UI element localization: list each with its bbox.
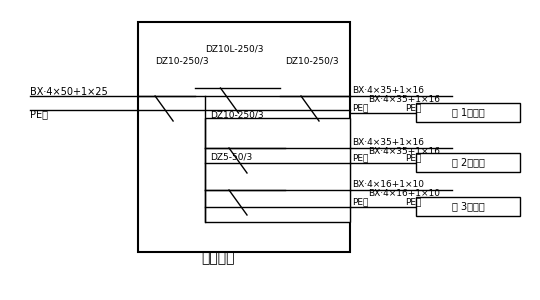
Text: PE线: PE线 [405,197,421,206]
Text: PE线: PE线 [30,109,48,119]
Text: BX·4×16+1×10: BX·4×16+1×10 [352,180,424,189]
Text: DZ10-250/3: DZ10-250/3 [285,57,339,66]
Text: BX·4×35+1×16: BX·4×35+1×16 [368,147,440,156]
Text: BX·4×35+1×16: BX·4×35+1×16 [352,138,424,147]
Bar [416,153,520,172]
Text: BX·4×35+1×16: BX·4×35+1×16 [368,95,440,104]
Text: DZ5-50/3: DZ5-50/3 [210,153,252,162]
Bar [205,118,350,222]
Text: DZ10-250/3: DZ10-250/3 [155,57,208,66]
Text: 总配电笱: 总配电笱 [201,251,235,265]
Text: 至 1号分笱: 至 1号分笱 [451,107,484,118]
Text: 至 2号分笱: 至 2号分笱 [451,158,484,167]
Text: PE线: PE线 [352,197,368,206]
Bar [416,197,520,216]
Text: DZ10-250/3: DZ10-250/3 [210,111,264,120]
Bar [416,103,520,122]
Text: 至 3号分笱: 至 3号分笱 [451,202,484,212]
Text: BX·4×35+1×16: BX·4×35+1×16 [352,86,424,95]
Text: BX·4×50+1×25: BX·4×50+1×25 [30,87,108,97]
Text: BX·4×16+1×10: BX·4×16+1×10 [368,189,440,198]
Bar [138,22,350,252]
Text: PE线: PE线 [352,103,368,112]
Text: PE线: PE线 [405,153,421,162]
Text: PE线: PE线 [352,153,368,162]
Text: PE线: PE线 [405,103,421,112]
Text: DZ10L-250/3: DZ10L-250/3 [205,45,264,54]
